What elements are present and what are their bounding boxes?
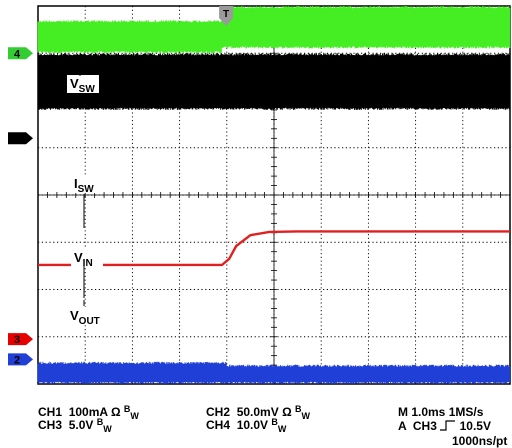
channel-3-marker-label: 3 — [14, 334, 20, 346]
vsw-trace — [37, 6, 511, 54]
label-bg — [67, 307, 107, 325]
trigger-source: A CH3 — [398, 419, 437, 433]
ch3-bw-sub: W — [103, 424, 112, 434]
ch1-ohm: Ω — [110, 405, 121, 419]
channel-markers: T 4 1 3 2 — [8, 6, 234, 366]
label-bg — [71, 249, 103, 267]
trace-labels: VSW ISW VIN VOUT — [67, 72, 107, 327]
ch4-label: CH4 — [206, 418, 231, 432]
ch4-bw: B — [271, 417, 278, 427]
ch2-bw: B — [295, 404, 302, 414]
channel-2-marker — [8, 353, 33, 366]
rising-edge-icon — [440, 420, 456, 431]
trigger-marker-label: T — [223, 9, 229, 20]
traces — [37, 6, 511, 384]
timebase-readout: M 1.0ms 1MS/s — [398, 394, 483, 418]
ch1-bw-sub: W — [130, 411, 139, 421]
ch3-label: CH3 — [38, 418, 63, 432]
ch2-ohm: Ω — [282, 405, 292, 419]
trace-label-v-in: VIN — [74, 250, 93, 269]
ch3-bw: B — [96, 417, 104, 427]
channel-4-marker — [8, 47, 33, 60]
trace-label-v-sw: VSW — [70, 76, 95, 95]
settings-left: CH1 100mA Ω BW CH3 5.0V BW — [38, 394, 139, 434]
sample-rate: 1MS/s — [448, 405, 484, 419]
label-bg — [71, 175, 103, 193]
channel-4-marker-label: 4 — [14, 48, 21, 60]
ch1-scale: 100mA — [68, 405, 108, 419]
ch1-bw: B — [123, 404, 131, 414]
channel-2-marker-label: 2 — [14, 354, 20, 366]
isw-trace — [37, 53, 511, 110]
ch4-bw-sub: W — [277, 424, 287, 434]
ch1-label: CH1 — [38, 405, 63, 419]
channel-1-marker — [8, 132, 33, 145]
record-length: 1000ns/pt — [452, 423, 507, 447]
label-bg — [67, 75, 99, 93]
channel-1-marker-label: 1 — [14, 133, 20, 145]
channel-3-marker — [8, 333, 33, 346]
trace-label-i-sw: ISW — [74, 176, 94, 195]
ch2-scale: 50.0mV — [236, 405, 279, 419]
trace-label-v-out: VOUT — [70, 308, 100, 327]
settings-middle: CH2 50.0mV Ω BW CH4 10.0V BW — [206, 394, 311, 434]
ch3-scale: 5.0V — [68, 418, 94, 432]
oscilloscope-screen: VSW ISW VIN VOUT T 4 1 3 2 — [8, 5, 511, 385]
ch2-bw-sub: W — [301, 411, 311, 421]
vout-trace — [37, 361, 511, 384]
trigger-level: 10.5V — [459, 419, 491, 433]
record: 1000ns/pt — [452, 434, 508, 448]
vin-trace — [38, 230, 510, 267]
ch4-scale: 10.0V — [236, 418, 269, 432]
timebase: M 1.0ms — [398, 405, 446, 419]
trigger-readout: A CH3 10.5V — [398, 408, 491, 432]
trigger-marker-icon — [219, 6, 234, 26]
ch2-label: CH2 — [206, 405, 231, 419]
